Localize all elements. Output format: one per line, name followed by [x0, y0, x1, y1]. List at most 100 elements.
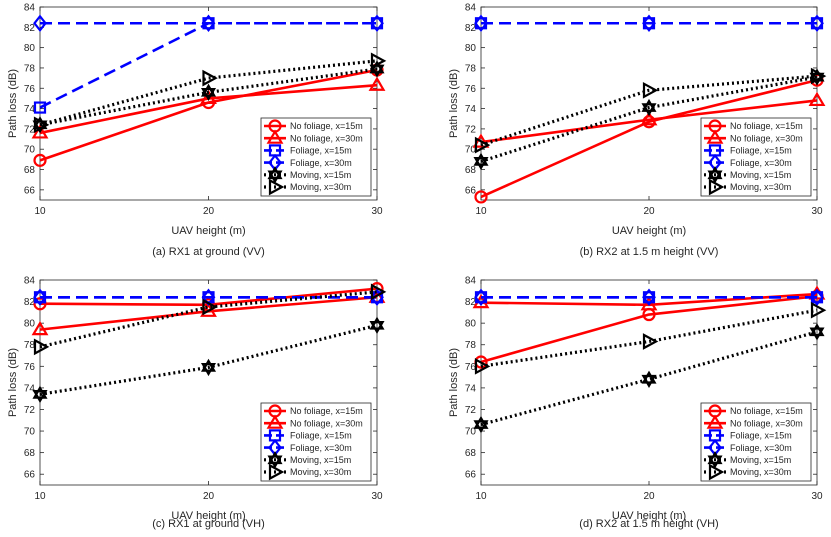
x-tick-label: 30 [371, 491, 383, 502]
x-axis-label: UAV height (m) [171, 225, 245, 237]
legend-entry: Foliage, x=15m [290, 431, 352, 441]
y-axis-label: Path loss (dB) [7, 348, 19, 417]
data-point [641, 98, 657, 117]
data-point [33, 288, 47, 307]
y-tick-label: 72 [24, 405, 36, 416]
data-point [31, 320, 49, 336]
legend-entry: Moving, x=15m [290, 170, 351, 180]
data-point [370, 283, 387, 301]
data-point [474, 14, 488, 33]
y-tick-label: 70 [24, 427, 36, 438]
series-5 [32, 316, 385, 404]
series-line [480, 308, 818, 368]
legend-marker [707, 451, 723, 469]
series-line [480, 78, 818, 199]
legend-marker [267, 166, 283, 184]
y-tick-label: 76 [465, 362, 477, 373]
data-point [202, 69, 218, 87]
series-6 [474, 301, 827, 375]
legend-entry: No foliage, x=15m [730, 406, 803, 416]
y-tick-label: 80 [465, 43, 477, 54]
data-point [474, 288, 488, 307]
legend-marker [708, 178, 725, 196]
y-tick-label: 82 [465, 297, 477, 308]
y-tick-label: 68 [465, 448, 477, 459]
y-tick-label: 74 [465, 104, 477, 115]
y-tick-label: 82 [24, 297, 36, 308]
legend-entry: No foliage, x=15m [290, 406, 363, 416]
y-tick-label: 66 [24, 185, 36, 196]
data-point [32, 385, 48, 404]
series-2 [472, 91, 826, 148]
legend-box [260, 402, 372, 482]
x-axis-label: UAV height (m) [612, 510, 686, 522]
legend-entry: No foliage, x=30m [290, 133, 363, 143]
y-tick-label: 80 [24, 43, 36, 54]
series-line [480, 74, 818, 147]
data-point [370, 14, 384, 33]
y-tick-label: 68 [465, 165, 477, 176]
series-6 [474, 67, 827, 154]
legend-entry: No foliage, x=15m [730, 121, 803, 131]
data-point [370, 52, 387, 70]
data-point [369, 316, 385, 335]
x-tick-label: 20 [643, 491, 655, 502]
legend-marker [267, 451, 283, 469]
legend-box [260, 117, 372, 197]
y-tick-label: 84 [24, 276, 36, 287]
y-tick-label: 80 [465, 319, 477, 330]
data-point [474, 136, 491, 154]
y-tick-label: 84 [24, 3, 36, 14]
data-point [474, 190, 488, 204]
x-tick-label: 10 [34, 491, 46, 502]
data-point [33, 14, 47, 33]
y-tick-label: 76 [24, 84, 36, 95]
y-tick-label: 74 [24, 383, 36, 394]
y-tick-label: 78 [465, 63, 477, 74]
legend-entry: No foliage, x=15m [290, 121, 363, 131]
y-tick-label: 84 [465, 3, 477, 14]
series-6 [33, 52, 387, 134]
y-tick-label: 70 [465, 427, 477, 438]
x-tick-label: 30 [811, 491, 823, 502]
data-point [642, 333, 659, 350]
x-tick-label: 10 [34, 206, 46, 217]
data-point [640, 111, 658, 126]
data-point [473, 415, 489, 434]
legend-entry: Moving, x=30m [730, 467, 791, 477]
legend-marker [708, 463, 725, 481]
legend-marker [707, 166, 723, 184]
y-tick-label: 66 [465, 185, 477, 196]
x-tick-label: 20 [643, 206, 655, 217]
series-4 [33, 14, 384, 33]
data-point [473, 152, 489, 171]
y-tick-label: 76 [465, 84, 477, 95]
y-tick-label: 74 [465, 383, 477, 394]
y-tick-label: 74 [24, 104, 36, 115]
data-point [642, 81, 659, 99]
y-tick-label: 72 [465, 124, 477, 135]
data-point [33, 101, 47, 114]
series-line [480, 294, 818, 364]
chart-panel-4: 66 68 70 72 74 76 78 80 82 84 10 20 30 UAV height (m)… [448, 276, 827, 530]
panel-caption: (c) RX1 at ground (VH) [152, 518, 264, 530]
legend-entry: Moving, x=15m [290, 455, 351, 465]
y-tick-label: 68 [24, 448, 36, 459]
legend: No foliage, x=15m No foliage, x=30m Foliag… [700, 402, 812, 482]
data-point [33, 116, 50, 134]
x-axis-label: UAV height (m) [612, 225, 686, 237]
data-point [810, 14, 824, 33]
series-4 [474, 14, 824, 33]
legend-entry: Foliage, x=15m [730, 146, 792, 156]
legend-entry: Moving, x=15m [730, 455, 791, 465]
y-tick-label: 80 [24, 319, 36, 330]
data-point [33, 153, 47, 167]
panel-caption: (d) RX2 at 1.5 m height (VH) [579, 518, 718, 530]
series-line [480, 99, 818, 144]
data-point [201, 14, 216, 33]
legend-marker [268, 178, 285, 196]
series-line [39, 67, 378, 127]
legend-entry: No foliage, x=30m [730, 133, 803, 143]
legend-marker [266, 414, 284, 429]
panel-caption: (b) RX2 at 1.5 m height (VV) [580, 246, 719, 258]
